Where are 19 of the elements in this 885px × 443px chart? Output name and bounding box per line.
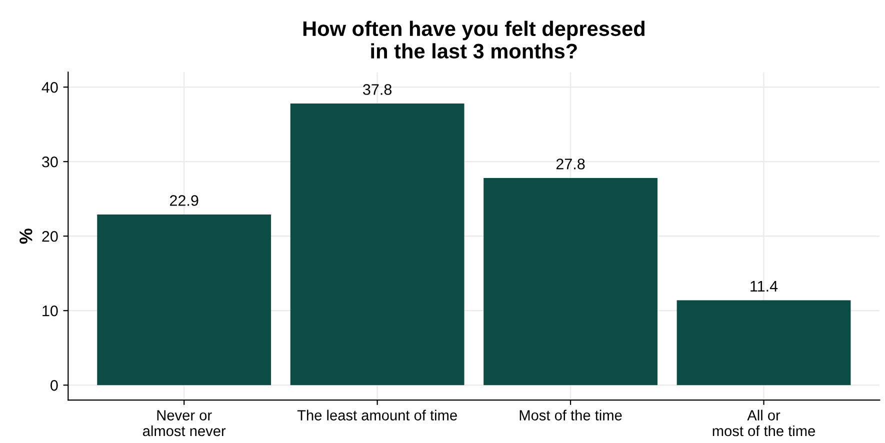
y-tick-label: 40 xyxy=(42,82,58,93)
chart-title: How often have you felt depressed in the last 3 months? xyxy=(303,20,644,59)
data-label: 27.8 xyxy=(556,158,585,170)
y-tick-label: 10 xyxy=(42,305,58,316)
bar xyxy=(484,178,658,386)
y-axis-title: % xyxy=(20,228,32,244)
data-label: 22.9 xyxy=(170,195,198,206)
x-tick-label: Never or almost never xyxy=(142,410,226,436)
y-tick-label: 0 xyxy=(50,380,58,391)
bar xyxy=(290,104,464,386)
data-label: 11.4 xyxy=(750,280,778,292)
x-tick-label: All or most of the time xyxy=(712,410,815,436)
bar xyxy=(97,214,272,386)
bar xyxy=(676,300,851,386)
y-tick-label: 20 xyxy=(42,230,58,242)
y-tick-label: 30 xyxy=(42,156,58,168)
data-label: 37.8 xyxy=(363,84,392,95)
x-tick-label: Most of the time xyxy=(520,410,622,420)
x-tick-label: The least amount of time xyxy=(297,410,457,420)
